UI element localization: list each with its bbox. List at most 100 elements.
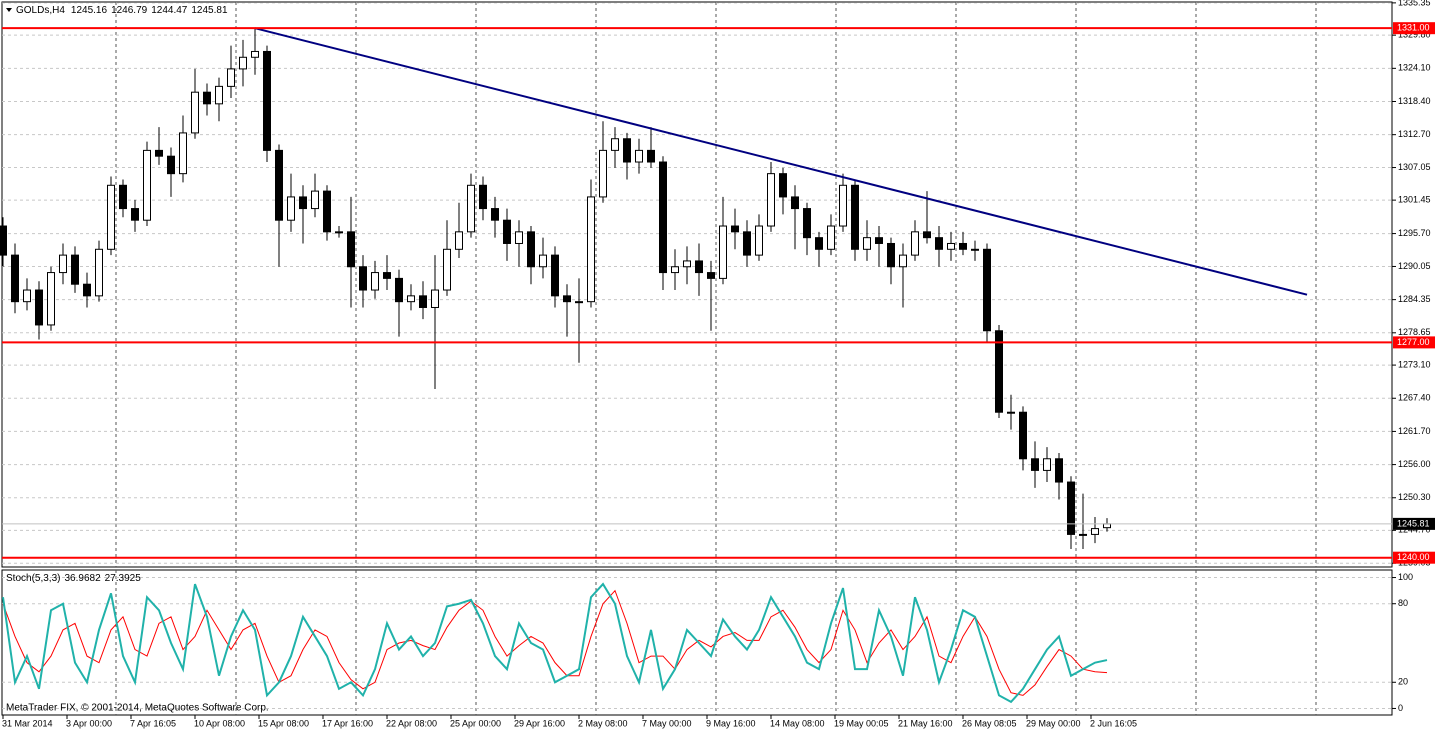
candle-body <box>191 91 199 134</box>
y-tick-label: 1273.10 <box>1398 359 1431 369</box>
candle-body <box>1079 533 1087 536</box>
candle-body <box>371 272 379 291</box>
x-tick-label: 3 Apr 00:00 <box>66 718 112 728</box>
candle-body <box>143 149 151 221</box>
candle-body <box>107 184 115 250</box>
x-tick-label: 7 May 00:00 <box>642 718 692 728</box>
level-label: 1277.00 <box>1397 337 1430 347</box>
candle-body <box>299 196 307 210</box>
candle-body <box>395 277 403 303</box>
candle-body <box>119 184 127 210</box>
x-tick-label: 29 May 00:00 <box>1026 718 1081 728</box>
candle-body <box>647 149 655 163</box>
candle-body <box>251 50 259 58</box>
price-label: 1245.81 <box>1397 518 1430 528</box>
x-tick-label: 17 Apr 16:00 <box>322 718 373 728</box>
indicator-frame <box>1 569 1393 716</box>
candle-body <box>215 85 223 105</box>
trendline <box>254 27 1308 296</box>
indicator-title: Stoch(5,3,3) <box>6 573 60 584</box>
level-label-box <box>1393 551 1435 564</box>
level-label: 1240.00 <box>1397 552 1430 562</box>
candle-body <box>431 289 439 308</box>
candle-body <box>71 254 79 285</box>
y-tick-label: 1284.35 <box>1398 294 1431 304</box>
level-label-box <box>1393 22 1435 35</box>
candle-body <box>995 330 1003 413</box>
candle-body <box>707 272 715 279</box>
candle-body <box>263 50 271 151</box>
candle-body <box>1055 458 1063 483</box>
x-tick-label: 10 Apr 08:00 <box>194 718 245 728</box>
y-tick-label: 1295.70 <box>1398 228 1431 238</box>
candle-body <box>1019 411 1027 460</box>
candle-body <box>1007 411 1015 414</box>
candle-body <box>671 266 679 274</box>
symbol: GOLDs,H4 <box>16 5 65 16</box>
candle-body <box>335 231 343 234</box>
chart-header: GOLDs,H4 1245.16 1246.79 1244.47 1245.81 <box>16 5 228 16</box>
candle-body <box>923 231 931 239</box>
candle-body <box>491 208 499 221</box>
candle-body <box>167 155 175 175</box>
candle-body <box>983 248 991 332</box>
candle-body <box>659 161 667 274</box>
candle-body <box>803 208 811 239</box>
candle-body <box>515 231 523 244</box>
candle-body <box>287 196 295 221</box>
x-tick-label: 25 Apr 00:00 <box>450 718 501 728</box>
x-tick-label: 31 Mar 2014 <box>2 718 53 728</box>
candle-body <box>179 132 187 175</box>
candle-body <box>971 248 979 251</box>
candle-body <box>419 295 427 308</box>
y-tick-label: 1335.35 <box>1398 0 1431 7</box>
candle-body <box>623 138 631 163</box>
candle-body <box>11 254 19 303</box>
y-tick-label: 1261.70 <box>1398 426 1431 436</box>
y-tick-label: 20 <box>1398 677 1408 687</box>
x-tick-label: 22 Apr 08:00 <box>386 718 437 728</box>
candle-body <box>443 248 451 291</box>
y-tick-label: 1267.40 <box>1398 393 1431 403</box>
x-tick-label: 26 May 08:05 <box>962 718 1017 728</box>
candle-body <box>0 225 7 256</box>
candle-body <box>755 225 763 256</box>
candle-body <box>575 301 583 304</box>
marks <box>0 27 1392 704</box>
menu-icon[interactable] <box>6 8 12 12</box>
candle-body <box>695 260 703 274</box>
candle-body <box>563 295 571 303</box>
candle-body <box>503 219 511 244</box>
candle-body <box>599 149 607 198</box>
candle-body <box>23 289 31 303</box>
candle-body <box>731 225 739 233</box>
candle-body <box>587 196 595 303</box>
candle-body <box>767 173 775 227</box>
copyright: MetaTrader FIX, © 2001-2014, MetaQuotes … <box>6 703 269 714</box>
candle-body <box>635 149 643 163</box>
candle-body <box>95 248 103 297</box>
candle-body <box>947 242 955 250</box>
y-tick-label: 1250.30 <box>1398 492 1431 502</box>
candle-body <box>455 231 463 250</box>
candle-body <box>1043 458 1051 471</box>
candle-body <box>851 184 859 250</box>
x-tick-label: 14 May 08:00 <box>770 718 825 728</box>
main-frame <box>1 1 1393 568</box>
price-label-box <box>1393 517 1435 530</box>
y-tick-label: 0 <box>1398 703 1403 713</box>
x-tick-label: 9 May 16:00 <box>706 718 756 728</box>
candle-body <box>83 283 91 297</box>
signal-value: 27.3925 <box>105 573 142 584</box>
candle-body <box>899 254 907 268</box>
candle-body <box>1067 481 1075 535</box>
candle-body <box>59 254 67 274</box>
candle-body <box>779 173 787 198</box>
candle-body <box>347 231 355 268</box>
x-tick-label: 15 Apr 08:00 <box>258 718 309 728</box>
candle-body <box>791 196 799 210</box>
candle-body <box>743 231 751 256</box>
main-value: 36.9682 <box>64 573 101 584</box>
candle-body <box>227 68 235 87</box>
